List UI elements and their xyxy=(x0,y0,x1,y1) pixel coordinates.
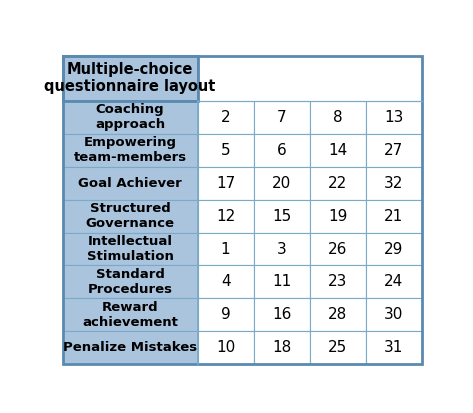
Bar xyxy=(254,134,310,166)
Bar xyxy=(198,299,254,331)
Bar xyxy=(254,233,310,266)
Bar xyxy=(366,331,422,364)
Text: 4: 4 xyxy=(221,275,230,290)
Bar xyxy=(63,233,198,266)
Bar xyxy=(366,266,422,299)
Bar xyxy=(198,134,254,166)
Bar xyxy=(254,299,310,331)
Bar xyxy=(198,101,254,134)
Text: 13: 13 xyxy=(384,109,403,125)
Bar xyxy=(366,299,422,331)
Bar xyxy=(366,233,422,266)
Text: Intellectual
Stimulation: Intellectual Stimulation xyxy=(87,235,174,263)
Bar xyxy=(198,56,254,101)
Bar xyxy=(254,56,310,101)
Bar xyxy=(63,199,198,233)
Bar xyxy=(366,166,422,199)
Bar xyxy=(310,101,366,134)
Text: 26: 26 xyxy=(328,242,348,256)
Text: Coaching
approach: Coaching approach xyxy=(95,103,165,131)
Text: 5: 5 xyxy=(221,142,230,158)
Text: 2: 2 xyxy=(221,109,230,125)
Bar xyxy=(366,101,422,134)
Text: 14: 14 xyxy=(328,142,348,158)
Text: 18: 18 xyxy=(272,340,291,356)
Text: 12: 12 xyxy=(216,209,235,223)
Bar xyxy=(63,166,198,199)
Text: 31: 31 xyxy=(384,340,403,356)
Text: Structured
Governance: Structured Governance xyxy=(86,202,175,230)
Text: 10: 10 xyxy=(216,340,235,356)
Text: 24: 24 xyxy=(385,275,403,290)
Bar xyxy=(63,134,198,166)
Bar xyxy=(254,166,310,199)
Text: 25: 25 xyxy=(328,340,348,356)
Text: 21: 21 xyxy=(385,209,403,223)
Text: 20: 20 xyxy=(272,176,291,190)
Text: Multiple-choice
questionnaire layout: Multiple-choice questionnaire layout xyxy=(44,62,216,95)
Bar xyxy=(310,134,366,166)
Text: Reward
achievement: Reward achievement xyxy=(82,301,178,329)
Text: 9: 9 xyxy=(221,307,230,323)
Bar xyxy=(198,266,254,299)
Text: Standard
Procedures: Standard Procedures xyxy=(88,268,173,296)
Text: 32: 32 xyxy=(384,176,403,190)
Bar xyxy=(198,233,254,266)
Text: 28: 28 xyxy=(328,307,348,323)
Text: Empowering
team-members: Empowering team-members xyxy=(74,136,187,164)
Text: 17: 17 xyxy=(216,176,235,190)
Text: 1: 1 xyxy=(221,242,230,256)
Text: 29: 29 xyxy=(384,242,403,256)
Bar xyxy=(366,56,422,101)
Bar xyxy=(366,199,422,233)
Text: 3: 3 xyxy=(277,242,287,256)
Bar xyxy=(63,56,198,101)
Bar xyxy=(63,266,198,299)
Bar xyxy=(198,166,254,199)
Text: 23: 23 xyxy=(328,275,348,290)
Bar xyxy=(310,166,366,199)
Text: 22: 22 xyxy=(328,176,348,190)
Text: 27: 27 xyxy=(385,142,403,158)
Bar xyxy=(63,299,198,331)
Text: 16: 16 xyxy=(272,307,291,323)
Bar xyxy=(310,56,366,101)
Text: Penalize Mistakes: Penalize Mistakes xyxy=(63,342,197,354)
Bar xyxy=(63,101,198,134)
Bar xyxy=(310,266,366,299)
Bar xyxy=(254,199,310,233)
Bar xyxy=(310,299,366,331)
Text: 19: 19 xyxy=(328,209,348,223)
Bar xyxy=(198,331,254,364)
Text: 7: 7 xyxy=(277,109,287,125)
Text: 8: 8 xyxy=(333,109,342,125)
Bar xyxy=(310,331,366,364)
Bar xyxy=(366,134,422,166)
Text: 11: 11 xyxy=(272,275,291,290)
Bar xyxy=(254,331,310,364)
Bar xyxy=(254,101,310,134)
Bar xyxy=(254,266,310,299)
Bar xyxy=(310,199,366,233)
Text: 15: 15 xyxy=(272,209,291,223)
Bar xyxy=(310,233,366,266)
Bar xyxy=(198,199,254,233)
Text: Goal Achiever: Goal Achiever xyxy=(78,177,182,190)
Text: 30: 30 xyxy=(384,307,403,323)
Bar xyxy=(63,56,198,101)
Text: 6: 6 xyxy=(277,142,287,158)
Bar xyxy=(63,331,198,364)
